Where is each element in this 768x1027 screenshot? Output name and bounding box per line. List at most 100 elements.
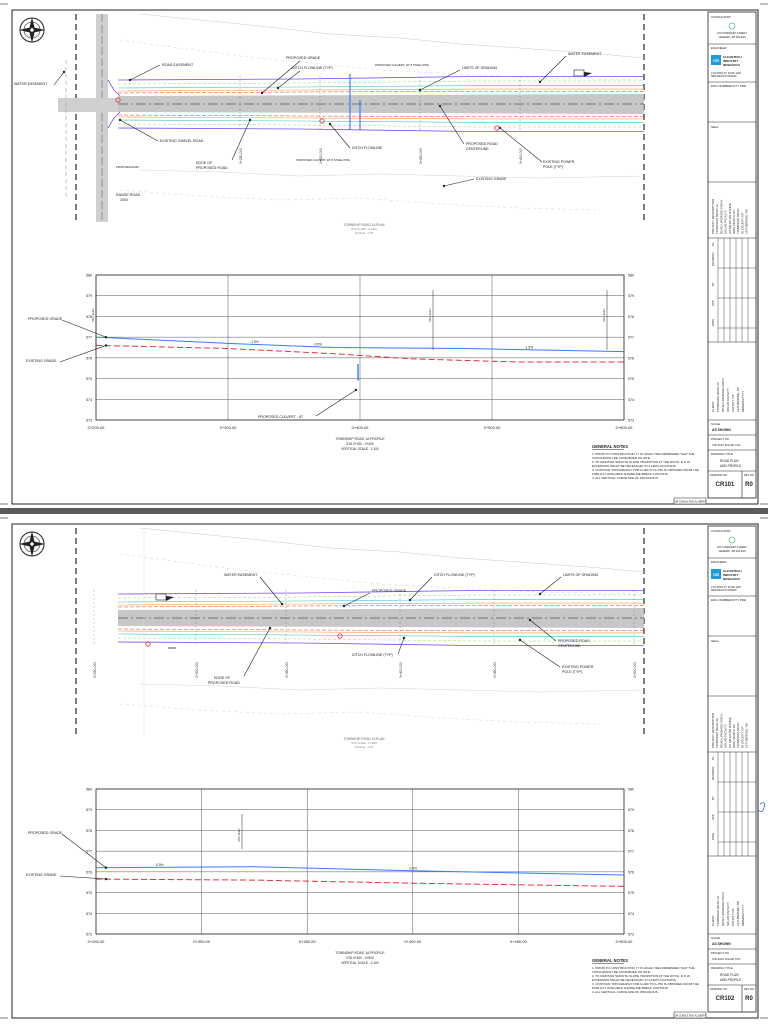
water-easement-label: WATER EASEMENT: [568, 52, 602, 56]
client-description-line: LETHBRIDGE, AB: [736, 387, 740, 412]
road-surface: [118, 608, 644, 628]
project-description-line: PROJECT DESCRIPTION: [711, 713, 715, 748]
project-no-value: CIR 2024 SOLAR XXX: [712, 957, 741, 961]
seal-label: SEAL: [711, 639, 719, 643]
road-offset-line: [117, 76, 644, 81]
project-description-line: LETHBRIDGE, AB: [745, 723, 749, 748]
consultant-label: CONSULTANT: [711, 15, 731, 19]
company-address-2: NEW MEXICO STREET: [711, 75, 737, 78]
profile-y-label-left: 575: [86, 377, 92, 381]
leader-arrow-icon: [248, 118, 252, 122]
project-description-line: 2000, NORTH OF: [732, 724, 736, 748]
power-pole-icon: [115, 97, 121, 103]
profile-y-label-left: 573: [86, 419, 92, 423]
leader-line: [343, 592, 371, 607]
profile-existing-grade-line: [95, 878, 625, 887]
profile-slope-label: -0.5%: [314, 342, 322, 346]
station-label: 0+300.000: [319, 148, 323, 164]
profile-subtitle: STA 0+400 - 0+600: [346, 956, 374, 960]
project-description-line: TOWNSHIP ROAD 1A: [715, 718, 719, 748]
project-description-line: 0.5 MILES ON RANGE: [728, 717, 732, 748]
company-name-line: RESEARCH: [723, 577, 740, 581]
station-label: 0+450.000: [493, 662, 497, 678]
profile-y-label-right: 576: [628, 356, 634, 360]
client-description-line: ROAD UPGRADE FOR A: [721, 378, 725, 412]
road-offset-line: [117, 127, 644, 133]
road-offset-line: [117, 119, 644, 123]
sheet-group: WATER EASEMENT PROPOSED GRADE DITCH FLOWLI…: [0, 517, 768, 1019]
terrain-line: [119, 703, 601, 725]
road-offset-line: [117, 633, 644, 637]
leader-arrow-icon: [280, 602, 284, 606]
proposed-road-centerline-label: PROPOSED ROAD: [558, 639, 590, 643]
general-note-line: PUBLICLY AVAILABLE SHORELINE BREAK CONTO…: [592, 986, 669, 990]
ditch-flowline-2-label: DITCH FLOWLINE: [352, 146, 383, 150]
client-description-line: MMM/DD/YYYY: [741, 904, 745, 926]
revision-number: R0: [745, 482, 753, 488]
rev-header-label: DATE: [711, 833, 715, 840]
limits-of-grading-label: LIMITS OF GRADING: [563, 573, 599, 577]
leader-line: [261, 60, 301, 94]
client-description-line: COUNTY OF: [731, 394, 735, 412]
profile-y-label-left: 580: [86, 274, 92, 278]
terrain-line: [119, 39, 645, 81]
company-name-line: CLEANTECH: [723, 55, 742, 59]
project-description-line: TOWNSHIP ROAD: [736, 208, 740, 234]
terrain-line: [139, 169, 645, 179]
profile-proposed-grade-line: [95, 336, 625, 353]
company-name-line: RESEARCH: [723, 63, 740, 67]
client-description-line: ROAD UPGRADE FOR A: [721, 892, 725, 926]
profile-x-label: 0+500.00: [616, 939, 634, 944]
existing-power-pole-label: EXISTING POWER: [562, 665, 594, 669]
profile-y-label-left: 573: [86, 933, 92, 937]
company-logo-text: CIR: [713, 573, 719, 577]
permit-label: ENG NUMBER/CITY PRE: [711, 84, 746, 88]
project-description-line: SOLAR FACILITY: [724, 724, 728, 748]
station-label: 0+300.000: [195, 662, 199, 678]
project-no-label: PROJECT NO.: [711, 951, 730, 955]
rev-no-label: REV NO.: [744, 987, 755, 991]
rev-header-label: APP.: [711, 814, 715, 820]
profile-y-label-left: 580: [86, 788, 92, 792]
leader-arrow-icon: [260, 91, 264, 95]
project-description-line: 0.5 MILES ON RANGE: [728, 203, 732, 234]
profile-existing-label: EXISTING GRADE: [26, 873, 57, 877]
profile-proposed-grade-line: [95, 866, 625, 876]
road-surface: [118, 94, 644, 114]
profile-scale: VERTICAL SCALE : 1:100: [341, 447, 379, 451]
drawing-title-label: DRAWING TITLE: [711, 966, 733, 970]
leader-line: [277, 70, 301, 89]
general-notes-heading: GENERAL NOTES: [592, 444, 628, 449]
profile-title: TOWNSHIP ROAD 1A PROFILE: [335, 437, 385, 441]
sheet-border: [11, 9, 759, 505]
profile-slope-label: -0.5%: [409, 866, 417, 870]
drawing-sheet-cr101: ROAD EASEMENT PROPOSED GRADE DITCH FLOWLIN…: [0, 0, 768, 508]
leader-arrow-icon: [104, 877, 108, 881]
leader-arrow-icon: [62, 70, 66, 74]
plan-subtitle: STA 0+400 - 0+600: [351, 741, 377, 745]
project-description-line: LETHBRIDGE, AB: [745, 209, 749, 234]
drawing-title-value-2: AND PROFILE: [720, 978, 741, 982]
drawing-sheet-cr102: WATER EASEMENT PROPOSED GRADE DITCH FLOWLI…: [0, 514, 768, 1022]
seal-label: SEAL: [711, 125, 719, 129]
rev-header-label: BY: [711, 796, 715, 800]
scale-value: AS SHOWN: [712, 942, 731, 946]
project-no-value: CIR 2024 SOLAR XXX: [712, 443, 741, 447]
profile-y-label-left: 576: [86, 356, 92, 360]
pvi-label: STA / ELEV: [237, 828, 241, 842]
sheet-group: ROAD EASEMENT PROPOSED GRADE DITCH FLOWLIN…: [0, 3, 768, 505]
leader-line: [499, 127, 543, 163]
profile-slope-label: -0.5%: [155, 863, 163, 867]
project-description-line: IN COUNTY OF: [740, 726, 744, 748]
consultant-address: 100 TOWNSHIP STREET: [717, 545, 747, 549]
project-description-line: IN COUNTY OF: [740, 212, 744, 234]
project-description-line: TOWNSHIP ROAD: [736, 722, 740, 748]
proposed-grade-label: PROPOSED GRADE: [286, 56, 321, 60]
profile-y-label-right: 575: [628, 891, 634, 895]
leader-arrow-icon: [104, 866, 108, 869]
profile-y-label-right: 578: [628, 829, 634, 833]
profile-x-label: 0+500.00: [484, 425, 502, 430]
profile-scale: VERTICAL SCALE : 1:100: [341, 961, 379, 965]
proposed-road-centerline-label-2: CENTERLINE: [558, 644, 581, 648]
ramp-note: PROPOSED RAMP: [116, 165, 139, 169]
